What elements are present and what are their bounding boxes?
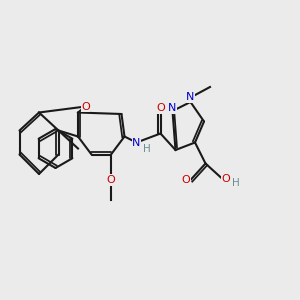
Text: H: H — [143, 143, 151, 154]
Text: N: N — [132, 137, 141, 148]
Text: O: O — [156, 103, 165, 113]
Text: N: N — [186, 92, 195, 103]
Text: O: O — [182, 175, 190, 185]
Text: O: O — [221, 173, 230, 184]
Text: H: H — [232, 178, 239, 188]
Text: N: N — [168, 103, 177, 113]
Text: O: O — [81, 101, 90, 112]
Text: O: O — [106, 175, 116, 185]
